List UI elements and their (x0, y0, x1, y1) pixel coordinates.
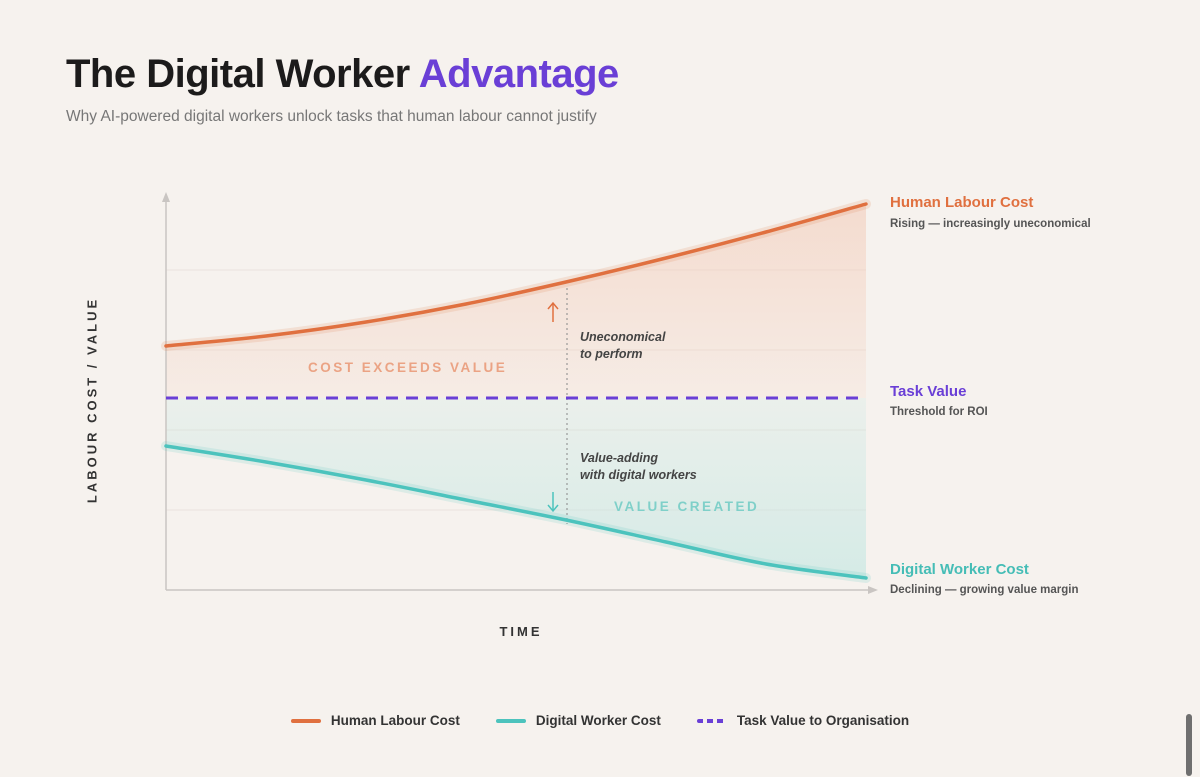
title-accent: Advantage (418, 52, 620, 96)
end-label-task-sub: Threshold for ROI (890, 406, 988, 418)
note-value-adding: Value-adding with digital workers (580, 450, 697, 484)
note-uneconomical: Uneconomical to perform (580, 329, 665, 363)
scrollbar[interactable] (1186, 714, 1192, 776)
legend-item-human: Human Labour Cost (290, 713, 460, 728)
axes (162, 192, 878, 594)
page-subtitle: Why AI-powered digital workers unlock ta… (66, 108, 597, 125)
zone-label-cost-exceeds: COST EXCEEDS VALUE (308, 360, 508, 375)
x-axis-label: TIME (499, 624, 543, 639)
legend-swatch-task (696, 718, 727, 723)
value-created-area (166, 398, 866, 578)
note-uneconomical-line2: to perform (580, 347, 643, 361)
legend-item-task: Task Value to Organisation (696, 713, 910, 728)
legend-label-human: Human Labour Cost (330, 713, 460, 728)
y-axis-arrow (162, 192, 170, 202)
end-label-human-title: Human Labour Cost (890, 194, 1034, 211)
end-label-human-sub: Rising — increasingly uneconomical (890, 218, 1091, 230)
legend-item-digital: Digital Worker Cost (495, 713, 661, 728)
human-cost-line (164, 202, 868, 348)
digital-cost-line (164, 444, 868, 580)
note-value-adding-line2: with digital workers (580, 468, 697, 482)
end-label-digital-title: Digital Worker Cost (890, 561, 1029, 578)
legend-swatch-digital (495, 718, 526, 723)
note-value-adding-line1: Value-adding (580, 451, 659, 465)
end-label-digital-sub: Declining — growing value margin (890, 584, 1079, 596)
legend: Human Labour Cost Digital Worker Cost Ta… (0, 713, 1200, 728)
arrow-down-icon (547, 492, 559, 513)
end-label-task-title: Task Value (890, 383, 967, 400)
x-axis-arrow (868, 586, 878, 594)
legend-swatch-human (290, 718, 321, 723)
y-axis-label: LABOUR COST / VALUE (84, 296, 100, 504)
page-title: The Digital Worker Advantage (66, 52, 619, 97)
zone-label-value-created: VALUE CREATED (614, 499, 760, 514)
legend-label-digital: Digital Worker Cost (535, 713, 661, 728)
note-uneconomical-line1: Uneconomical (580, 330, 666, 344)
arrow-up-icon (547, 301, 559, 322)
legend-label-task: Task Value to Organisation (736, 713, 910, 728)
title-main: The Digital Worker (66, 52, 410, 96)
